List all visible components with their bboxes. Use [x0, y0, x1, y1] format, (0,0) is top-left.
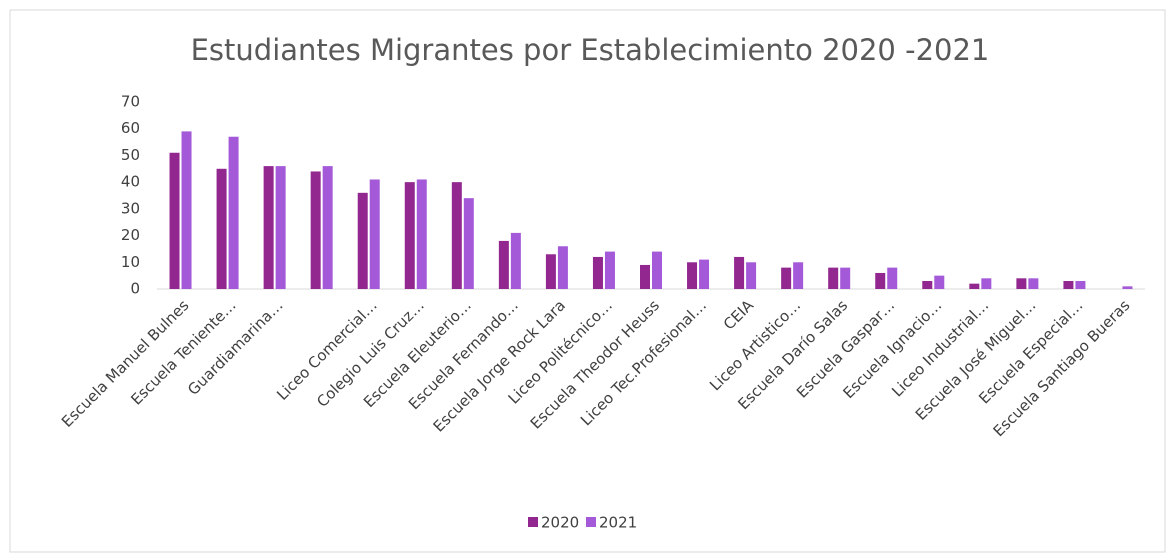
bar: [181, 131, 192, 289]
bar: [1016, 278, 1027, 289]
bar: [310, 171, 321, 289]
bar: [228, 136, 239, 289]
bar: [510, 232, 521, 289]
bar: [275, 166, 286, 289]
chart-title: Estudiantes Migrantes por Establecimient…: [191, 33, 990, 67]
bar: [687, 262, 698, 289]
bar: [216, 168, 227, 289]
bar: [934, 275, 945, 289]
chart-frame: [9, 9, 1166, 553]
bar: [1075, 280, 1086, 289]
bar: [640, 264, 650, 289]
bar: [416, 179, 427, 289]
y-tick-label: 10: [121, 253, 140, 271]
bar: [1122, 286, 1133, 289]
y-tick-label: 40: [121, 173, 140, 191]
bar: [840, 267, 851, 289]
bar: [969, 283, 980, 289]
legend-label: 2021: [599, 514, 637, 532]
y-tick-label: 60: [121, 119, 140, 137]
bar: [746, 262, 757, 289]
bar: [263, 166, 274, 289]
bar: [545, 254, 556, 289]
bar: [451, 182, 462, 289]
bar: [557, 246, 568, 289]
y-tick-label: 30: [121, 199, 140, 217]
y-tick-label: 20: [121, 226, 140, 244]
bar: [604, 251, 615, 289]
y-tick-label: 70: [121, 93, 140, 111]
y-tick-label: 50: [121, 146, 140, 164]
bar: [322, 166, 333, 289]
bar: [169, 152, 180, 289]
bar: [887, 267, 898, 289]
bar: [592, 256, 603, 289]
bar: [498, 240, 509, 289]
bar: [734, 256, 745, 289]
legend-swatch: [528, 517, 538, 527]
legend-label: 2020: [541, 514, 579, 532]
bar: [369, 179, 380, 289]
bar: [463, 198, 474, 289]
bar: [922, 280, 933, 289]
bar: [357, 192, 368, 289]
bar: [652, 251, 662, 289]
bar: [828, 267, 839, 289]
y-tick-label: 0: [130, 280, 140, 298]
bar: [793, 262, 804, 289]
bar: [699, 259, 710, 289]
bar: [875, 272, 886, 289]
bar: [981, 278, 992, 289]
bar: [404, 182, 415, 289]
legend-swatch: [586, 517, 596, 527]
bar: [1063, 280, 1074, 289]
bar: [1028, 278, 1039, 289]
bar: [781, 267, 792, 289]
